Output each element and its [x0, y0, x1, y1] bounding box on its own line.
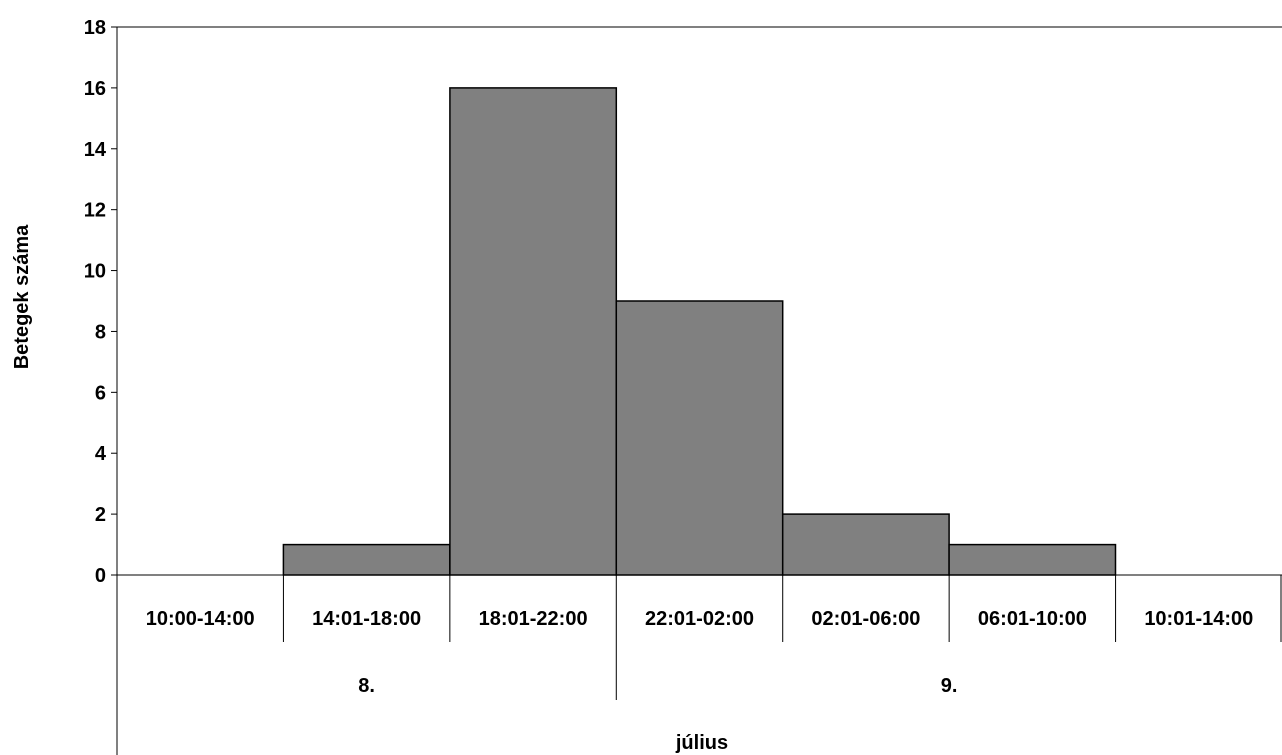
bar-1 [282, 543, 451, 576]
bars-layer [282, 87, 1117, 576]
x-tick-label: 18:01-22:00 [479, 608, 588, 630]
y-tick-label: 0 [95, 565, 106, 587]
x-tick-label: 10:00-14:00 [146, 608, 255, 630]
y-tick-label: 12 [84, 200, 106, 222]
group-label: 8. [358, 675, 375, 697]
x-tick-label: 22:01-02:00 [645, 608, 754, 630]
bar-5 [948, 543, 1117, 576]
y-tick-label: 6 [95, 382, 106, 404]
y-tick-label: 2 [95, 504, 106, 526]
x-tick-label: 14:01-18:00 [312, 608, 421, 630]
y-tick-label: 14 [84, 139, 107, 161]
y-tick-label: 4 [95, 443, 107, 465]
bar-2 [449, 87, 618, 576]
x-tick-label: 10:01-14:00 [1144, 608, 1253, 630]
y-tick-label: 8 [95, 321, 106, 343]
group-label: 9. [941, 675, 958, 697]
y-tick-label: 18 [84, 17, 106, 39]
x-ticks-layer: 10:00-14:00 14:01-18:00 18:01-22:00 22:01-0… [146, 575, 1282, 642]
x-tick-label: 02:01-06:00 [811, 608, 920, 630]
groups-layer: 8. 9. [358, 642, 957, 700]
bar-3 [615, 300, 784, 576]
y-ticks-layer: 0 2 4 6 8 10 12 14 16 18 [84, 17, 117, 587]
y-axis-title: Betegek száma [11, 224, 33, 369]
y-tick-label: 16 [84, 78, 106, 100]
y-tick-label: 10 [84, 261, 106, 283]
x-tick-label: 06:01-10:00 [978, 608, 1087, 630]
x-axis-title: július [675, 732, 728, 754]
bar-4 [781, 513, 950, 576]
